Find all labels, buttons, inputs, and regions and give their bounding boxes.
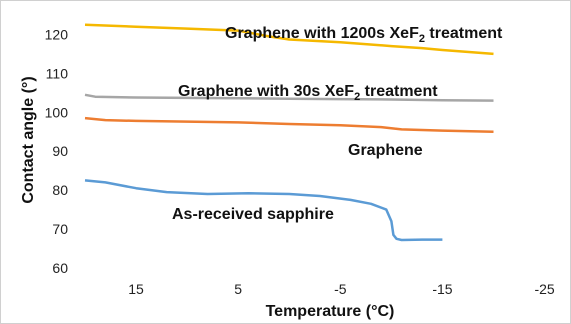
y-tick-label: 80 xyxy=(52,182,68,198)
y-tick-label: 100 xyxy=(45,104,69,120)
series-labels: Graphene with 1200s XeF2 treatmentGraphe… xyxy=(172,25,503,223)
series-label-name: Graphene with 30s XeF xyxy=(178,83,354,100)
series-label-2: Graphene xyxy=(348,142,423,159)
x-axis-title: Temperature (°C) xyxy=(266,303,395,320)
x-tick-label: -15 xyxy=(432,281,452,297)
series-label-3: As-received sapphire xyxy=(172,206,334,223)
series-line-1 xyxy=(84,93,494,102)
y-tick-label: 120 xyxy=(45,26,69,42)
x-axis-ticks: 15 5 -5 -15 -25 xyxy=(128,281,555,297)
series-label-subscript: 2 xyxy=(354,91,360,103)
y-tick-label: 90 xyxy=(52,143,68,159)
series-label-name: As-received sapphire xyxy=(172,206,334,223)
series-line-3 xyxy=(84,179,443,242)
series-label-name: Graphene xyxy=(348,142,423,159)
series-line-0 xyxy=(84,23,494,56)
series-label-suffix: treatment xyxy=(360,83,438,100)
y-tick-label: 70 xyxy=(52,221,68,237)
series-label-suffix: treatment xyxy=(425,25,503,42)
x-tick-label: -25 xyxy=(534,281,554,297)
series-line-2 xyxy=(84,116,494,134)
series-label-subscript: 2 xyxy=(419,33,425,45)
x-tick-label: 15 xyxy=(128,281,144,297)
series-label-0: Graphene with 1200s XeF2 treatment xyxy=(225,25,503,45)
series-label-1: Graphene with 30s XeF2 treatment xyxy=(178,83,438,103)
y-axis-ticks: 60 70 80 90 100 110 120 xyxy=(45,26,69,276)
y-axis-title: Contact angle (°) xyxy=(20,76,37,203)
series-label-name: Graphene with 1200s XeF xyxy=(225,25,419,42)
series-lines xyxy=(84,23,494,242)
y-tick-label: 60 xyxy=(52,260,68,276)
y-tick-label: 110 xyxy=(46,65,69,81)
x-tick-label: -5 xyxy=(334,281,347,297)
x-tick-label: 5 xyxy=(234,281,242,297)
